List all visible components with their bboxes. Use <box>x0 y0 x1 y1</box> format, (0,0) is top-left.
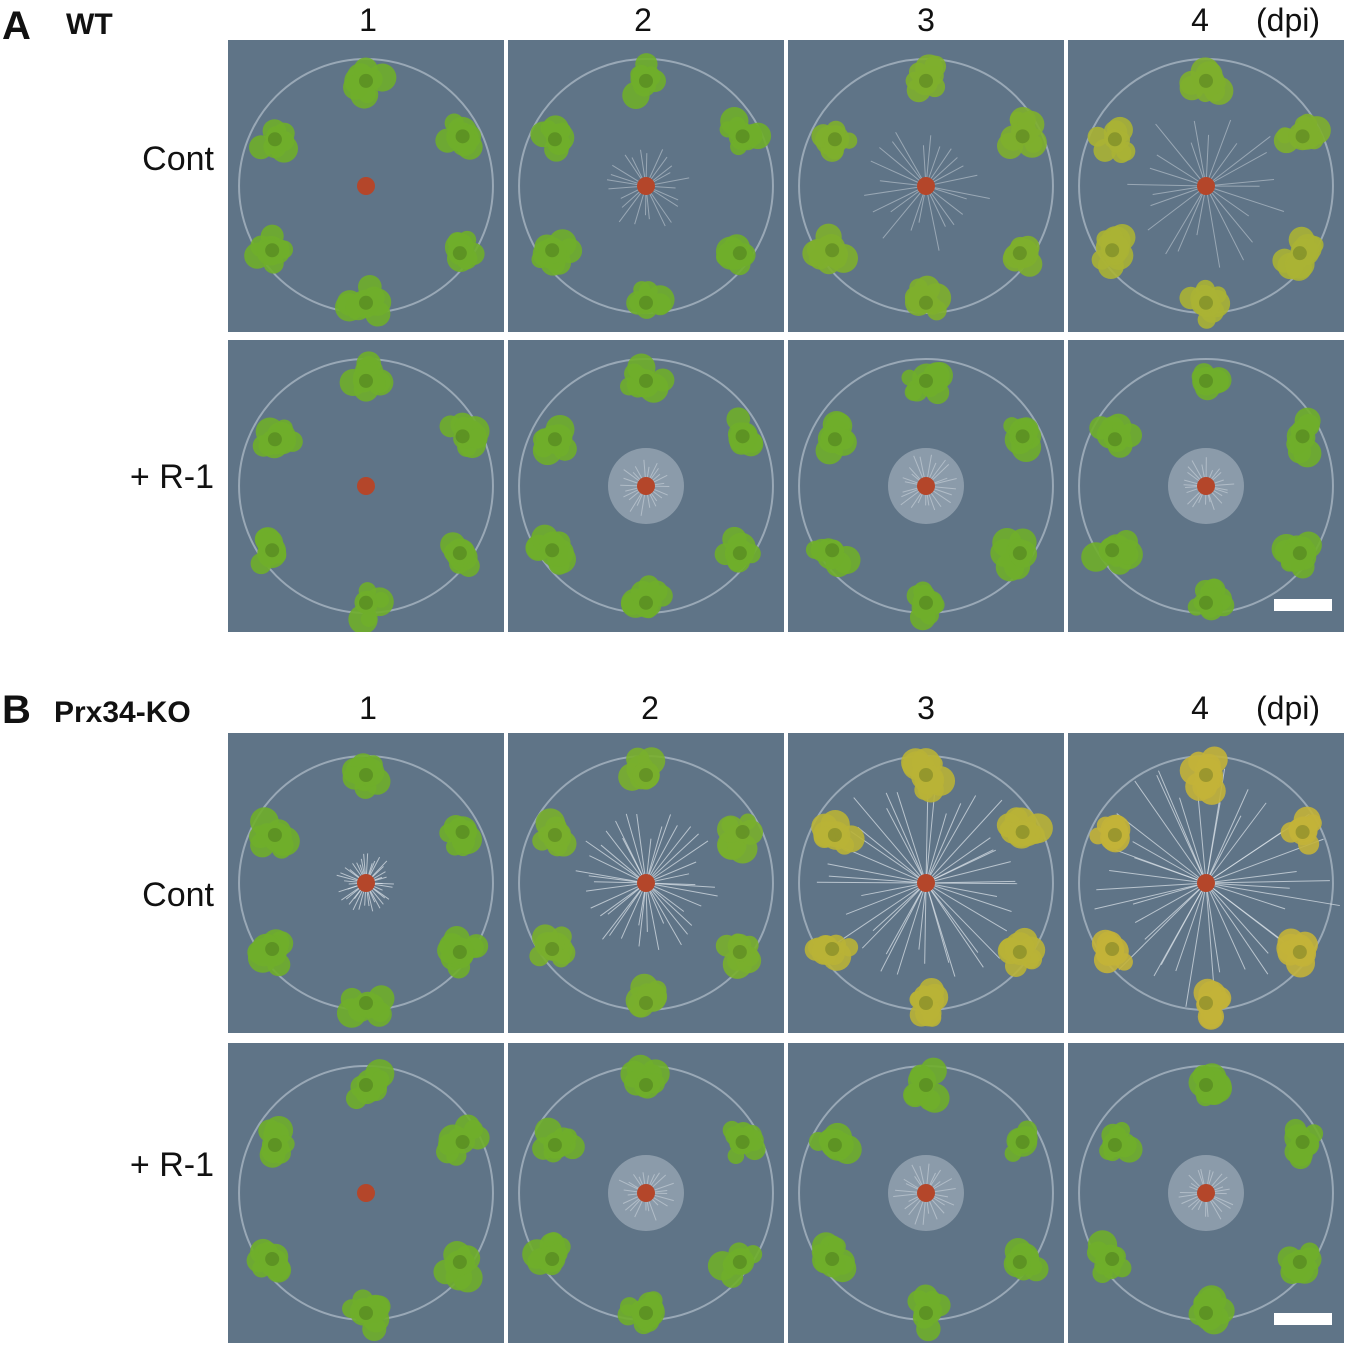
column-label-3: 3 <box>917 690 935 726</box>
plate-image <box>1068 1043 1344 1343</box>
row-label-control: Cont <box>142 140 214 178</box>
column-label-4: 4 <box>1191 2 1209 38</box>
dpi-unit-label: (dpi) <box>1255 690 1320 726</box>
dpi-unit-label: (dpi) <box>1255 2 1320 38</box>
plate-photo <box>788 1043 1064 1343</box>
plate-photo <box>228 733 504 1033</box>
plate-image <box>228 733 504 1033</box>
plate-image <box>1068 340 1344 632</box>
plate-photo <box>1068 733 1344 1033</box>
plate-photo <box>508 733 784 1033</box>
plate-image <box>788 40 1064 332</box>
row-label-r1-treated: + R-1 <box>129 1146 214 1184</box>
genotype-label-prx34-ko: Prx34-KO <box>54 696 191 729</box>
plate-photo <box>228 1043 504 1343</box>
plate-image <box>228 40 504 332</box>
plate-image <box>508 1043 784 1343</box>
plate-photo <box>508 40 784 332</box>
plate-photo <box>1068 340 1344 632</box>
plate-photo <box>1068 40 1344 332</box>
row-label-r1-treated: + R-1 <box>129 458 214 496</box>
panel-letter-b: B <box>2 688 31 732</box>
plate-photo <box>788 733 1064 1033</box>
plate-image <box>1068 40 1344 332</box>
plate-image <box>228 1043 504 1343</box>
plate-photo <box>228 40 504 332</box>
plate-photo <box>788 40 1064 332</box>
plate-photo <box>228 340 504 632</box>
column-label-4: 4 <box>1191 690 1209 726</box>
plate-image <box>788 340 1064 632</box>
plate-photo <box>1068 1043 1344 1343</box>
column-label-1: 1 <box>359 690 377 726</box>
scale-bar <box>1274 1313 1332 1325</box>
plate-image <box>788 733 1064 1033</box>
plate-photo <box>508 340 784 632</box>
plate-photo <box>508 1043 784 1343</box>
row-label-control: Cont <box>142 876 214 914</box>
plate-image <box>508 40 784 332</box>
plate-image <box>508 340 784 632</box>
plate-photo <box>788 340 1064 632</box>
column-label-2: 2 <box>641 690 659 726</box>
plate-image <box>1068 733 1344 1033</box>
plate-image <box>228 340 504 632</box>
column-label-1: 1 <box>359 2 377 38</box>
panel-letter-a: A <box>2 4 31 48</box>
plate-image <box>788 1043 1064 1343</box>
genotype-label-wt: WT <box>66 8 113 41</box>
column-label-2: 2 <box>634 2 652 38</box>
scale-bar <box>1274 599 1332 611</box>
column-label-3: 3 <box>917 2 935 38</box>
plate-image <box>508 733 784 1033</box>
